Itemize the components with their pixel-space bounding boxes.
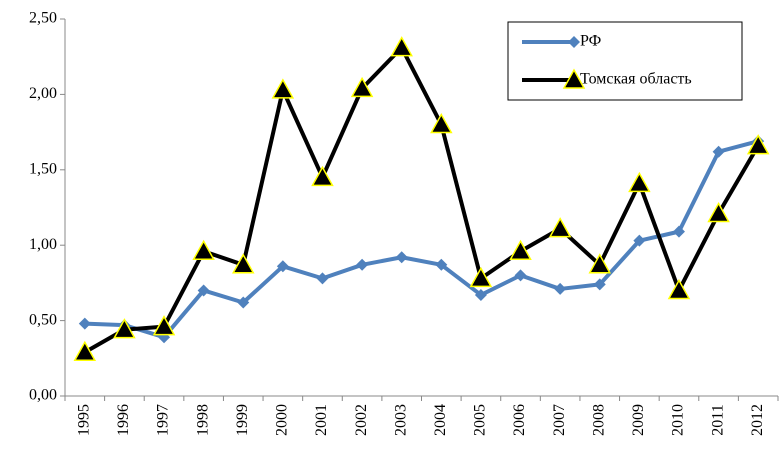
point-marker xyxy=(509,239,532,260)
point-marker xyxy=(311,165,334,187)
x-tick-label: 2009 xyxy=(630,404,647,436)
point-marker xyxy=(469,266,493,288)
legend-marker xyxy=(562,68,586,89)
point-marker xyxy=(435,258,448,271)
point-marker xyxy=(237,296,250,309)
x-tick-label: 2011 xyxy=(709,404,726,435)
x-tick-label: 2008 xyxy=(590,404,607,436)
x-tick-label: 2012 xyxy=(749,404,766,436)
legend-marker xyxy=(568,36,580,48)
legend-label: Томская область xyxy=(580,71,692,88)
y-tick-label: 2,00 xyxy=(29,85,57,102)
point-marker xyxy=(746,134,770,155)
x-tick-label: 1996 xyxy=(115,404,132,436)
x-tick-label: 1999 xyxy=(234,404,251,436)
x-tick-label: 2010 xyxy=(670,404,687,436)
point-marker xyxy=(707,201,730,223)
point-marker xyxy=(390,36,413,57)
point-marker xyxy=(395,251,408,264)
point-marker xyxy=(430,113,453,134)
point-marker xyxy=(554,282,567,295)
x-tick-label: 1998 xyxy=(194,404,211,436)
series-line xyxy=(84,139,759,340)
point-marker xyxy=(350,76,374,98)
x-tick-label: 2005 xyxy=(472,404,489,436)
point-marker xyxy=(474,288,487,301)
point-marker xyxy=(113,318,136,339)
point-marker xyxy=(192,239,215,260)
point-marker xyxy=(633,234,646,247)
point-marker xyxy=(593,278,606,291)
x-tick-label: 2002 xyxy=(353,404,370,436)
point-marker xyxy=(672,225,685,238)
point-marker xyxy=(514,269,527,282)
point-marker xyxy=(197,284,210,297)
point-marker xyxy=(73,340,97,362)
point-marker xyxy=(78,317,91,330)
x-tick-label: 1997 xyxy=(155,404,172,436)
y-tick-label: 2,50 xyxy=(29,10,57,27)
x-tick-label: 2007 xyxy=(551,404,568,436)
x-tick-label: 2003 xyxy=(392,404,409,436)
point-marker xyxy=(356,258,369,271)
series-line xyxy=(83,45,760,355)
y-tick-label: 0,00 xyxy=(29,387,57,404)
point-marker xyxy=(712,145,725,158)
x-tick-label: 2006 xyxy=(511,404,528,436)
legend-label: РФ xyxy=(580,33,601,50)
legend-box xyxy=(507,21,743,101)
y-tick-label: 1,00 xyxy=(29,236,57,253)
y-tick-label: 0,50 xyxy=(29,311,57,328)
x-tick-label: 2000 xyxy=(274,404,291,436)
x-tick-label: 1995 xyxy=(75,404,92,436)
point-marker xyxy=(548,217,572,238)
point-marker xyxy=(276,260,289,273)
x-tick-label: 2001 xyxy=(313,404,330,436)
point-marker xyxy=(152,315,176,336)
point-marker xyxy=(588,253,612,274)
point-marker xyxy=(231,253,255,274)
point-marker xyxy=(271,78,295,99)
point-marker xyxy=(316,272,329,285)
point-marker xyxy=(628,171,651,193)
y-tick-label: 1,50 xyxy=(29,160,57,177)
x-tick-label: 2004 xyxy=(432,404,449,436)
point-marker xyxy=(667,278,691,300)
